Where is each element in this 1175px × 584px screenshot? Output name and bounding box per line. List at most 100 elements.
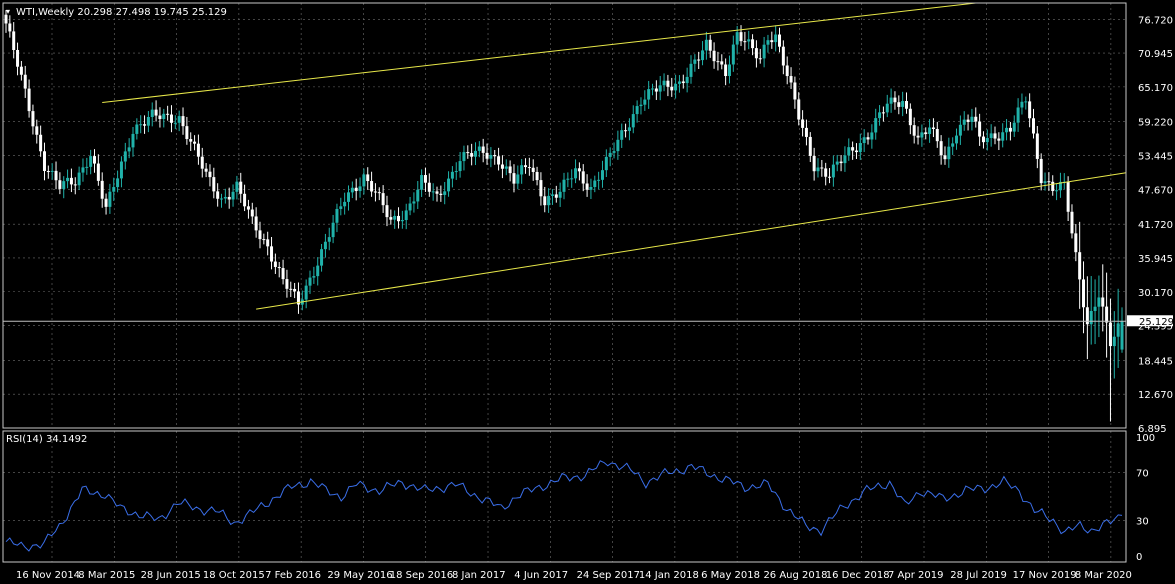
candle-body: [354, 187, 358, 192]
candle-body: [1008, 127, 1012, 132]
candle-body: [781, 46, 785, 66]
candle-body: [212, 177, 216, 192]
candle-body: [54, 170, 58, 181]
time-tick-label: 8 Mar 2015: [78, 570, 135, 581]
rsi-pane-frame: [2, 430, 1127, 563]
candle-body: [543, 196, 547, 206]
rsi-header: RSI(14) 34.1492: [6, 434, 87, 445]
candle-body: [881, 112, 885, 114]
candle-body: [166, 113, 170, 115]
trend-channel[interactable]: [102, 2, 1127, 310]
candle-body: [920, 132, 924, 138]
candle-body: [235, 181, 239, 192]
candle-body: [747, 39, 751, 42]
candle-body: [427, 182, 431, 192]
candle-body: [943, 155, 947, 160]
candle-body: [1039, 158, 1043, 184]
candle-body: [685, 76, 689, 84]
candle-body: [654, 88, 658, 92]
candle-body: [493, 155, 497, 157]
candle-body: [489, 155, 493, 159]
candle-body: [989, 133, 993, 139]
candle-body: [712, 50, 716, 62]
candle-body: [985, 138, 989, 143]
candle-body: [735, 32, 739, 45]
candle-body: [1012, 122, 1016, 132]
candle-body: [924, 132, 928, 135]
channel-trendline[interactable]: [256, 172, 1127, 310]
candle-body: [947, 146, 951, 160]
candle-body: [246, 206, 250, 210]
price-tick-label: 47.670: [1138, 185, 1173, 196]
rsi-axis: 100 70 30 0: [1136, 433, 1155, 563]
candle-body: [862, 137, 866, 144]
candle-body: [327, 237, 331, 242]
candle-body: [851, 147, 855, 151]
candle-body: [1112, 336, 1116, 347]
current-price-label: 25.129: [1139, 317, 1174, 328]
candle-body: [227, 196, 231, 200]
candle-body: [616, 139, 620, 152]
candle-body: [293, 288, 297, 292]
time-tick-label: 24 Sep 2017: [577, 570, 640, 581]
candle-body: [289, 288, 293, 290]
time-tick-label: 16 Dec 2018: [826, 570, 890, 581]
candle-body: [1108, 322, 1112, 347]
candle-body: [762, 44, 766, 59]
candle-body: [620, 130, 624, 140]
candle-body: [908, 108, 912, 126]
candle-body: [412, 201, 416, 204]
channel-trendline[interactable]: [102, 2, 976, 104]
rsi-tick-label: 70: [1136, 469, 1149, 480]
candle-body: [955, 135, 959, 144]
candle-body: [520, 165, 524, 175]
candle-body: [481, 146, 485, 153]
candle-body: [589, 186, 593, 190]
candle-body: [108, 191, 112, 207]
candle-body: [600, 170, 604, 180]
candle-body: [223, 196, 227, 199]
candle-body: [774, 34, 778, 43]
candle-body: [66, 177, 70, 182]
candle-body: [1078, 252, 1082, 280]
candle-body: [754, 48, 758, 59]
candle-body: [512, 173, 516, 184]
candle-body: [335, 208, 339, 223]
candle-body: [304, 285, 308, 300]
candle-body: [31, 111, 35, 127]
candle-body: [939, 141, 943, 156]
candle-body: [1031, 118, 1035, 134]
time-tick-label: 28 Jul 2019: [950, 570, 1007, 581]
candle-body: [385, 205, 389, 218]
candle-body: [204, 168, 208, 172]
candle-body: [497, 156, 501, 165]
candle-body: [285, 279, 289, 289]
candle-body: [423, 175, 427, 183]
candle-body: [8, 23, 12, 32]
time-tick-label: 4 Jun 2017: [514, 570, 568, 581]
price-tick-label: 30.170: [1138, 288, 1173, 299]
candle-body: [389, 217, 393, 220]
candle-body: [35, 126, 39, 135]
candle-body: [1070, 211, 1074, 234]
candle-body: [524, 165, 528, 168]
candle-body: [824, 168, 828, 177]
candle-body: [550, 194, 554, 196]
candle-body: [150, 109, 154, 117]
candle-body: [416, 189, 420, 202]
candle-body: [670, 86, 674, 91]
candle-body: [42, 151, 46, 171]
candle-body: [766, 40, 770, 45]
candle-body: [370, 181, 374, 192]
candle-body: [431, 191, 435, 193]
candle-body: [127, 147, 131, 152]
candle-body: [604, 156, 608, 171]
candle-body: [758, 58, 762, 60]
candle-body: [720, 61, 724, 65]
candle-body: [173, 122, 177, 124]
candle-body: [308, 277, 312, 286]
rsi-tick-label: 0: [1136, 552, 1142, 563]
candle-body: [296, 291, 300, 305]
candle-body: [181, 116, 185, 127]
